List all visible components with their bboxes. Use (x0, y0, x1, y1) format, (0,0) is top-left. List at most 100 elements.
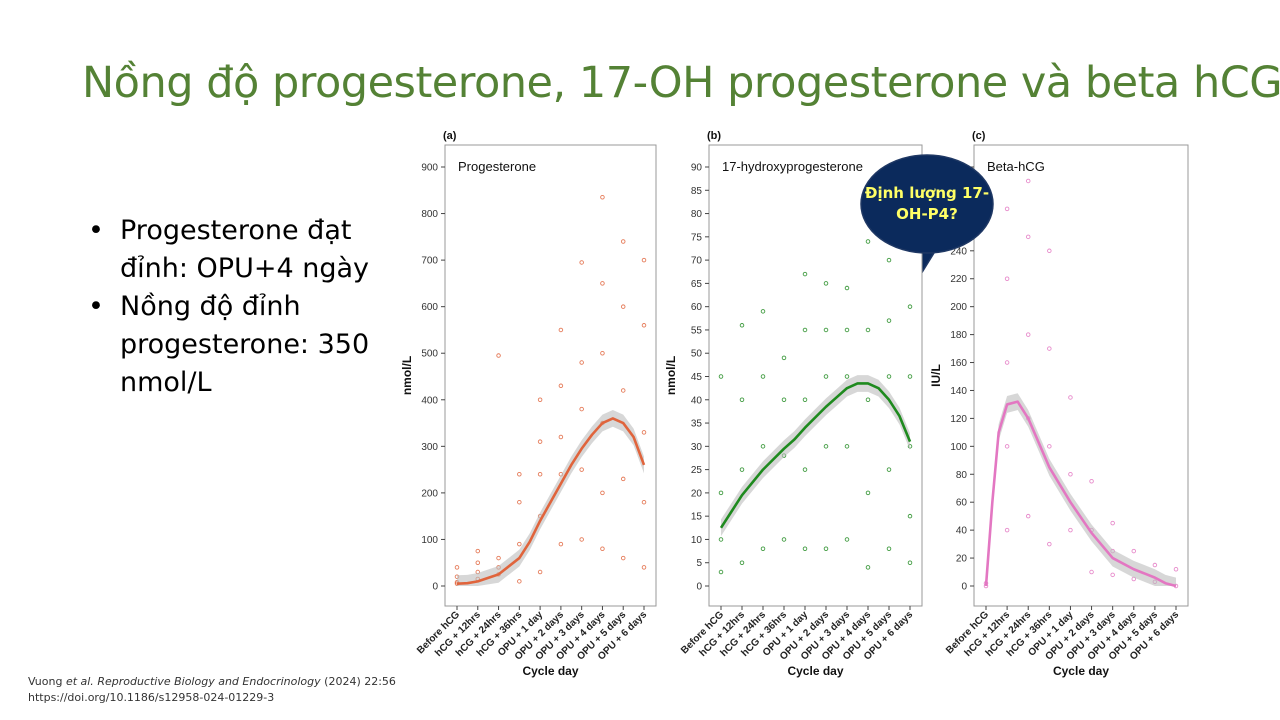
data-point (781, 537, 787, 542)
data-point (781, 355, 787, 361)
data-point (600, 546, 605, 552)
data-point (823, 281, 829, 286)
data-point (907, 560, 913, 565)
data-point (641, 565, 647, 570)
data-point (496, 555, 501, 561)
data-point (886, 467, 892, 472)
y-tick-label: 500 (421, 349, 438, 360)
data-point (718, 490, 724, 496)
data-point (760, 309, 766, 314)
y-tick-label: 30 (691, 442, 703, 453)
confidence-band (457, 410, 644, 586)
chart-panel-3: 0204060801001201401601802002202402602803… (929, 130, 1189, 678)
x-axis-label: Cycle day (522, 664, 578, 678)
data-point (579, 467, 584, 472)
data-point (1068, 472, 1073, 477)
y-tick-label: 80 (956, 470, 968, 481)
data-point (1068, 527, 1073, 533)
data-point (1025, 178, 1031, 184)
data-point (537, 397, 543, 403)
data-point (600, 281, 605, 286)
data-point (907, 304, 913, 309)
data-point (620, 304, 626, 309)
data-point (620, 388, 626, 393)
data-point (844, 444, 850, 449)
citation-journal: Reproductive Biology and Endocrinology (97, 675, 321, 688)
data-point (1152, 562, 1158, 568)
citation-etal: et al. (65, 675, 94, 688)
plot-frame (444, 144, 657, 607)
x-axis-label: Cycle day (1053, 664, 1109, 678)
data-point (620, 476, 626, 482)
y-tick-label: 140 (950, 386, 967, 397)
data-point (1004, 360, 1010, 365)
bullet-text: Progesterone đạt đỉnh: OPU+4 ngày (120, 215, 369, 284)
data-point (823, 327, 829, 333)
citation-authors: Vuong (28, 675, 63, 688)
data-point (907, 513, 913, 519)
y-tick-label: 200 (421, 488, 438, 499)
data-point (558, 327, 564, 333)
data-point (1173, 566, 1179, 572)
data-point (517, 499, 522, 505)
data-point (1047, 541, 1052, 547)
data-point (1025, 234, 1031, 240)
bullet-text: Nồng độ đỉnh progesterone: 350 nmol/L (120, 291, 370, 398)
y-tick-label: 15 (691, 512, 703, 523)
data-point (579, 360, 584, 365)
data-point (865, 327, 871, 333)
y-tick-label: 100 (421, 535, 438, 546)
data-point (760, 444, 766, 449)
data-point (517, 541, 522, 547)
data-point (823, 374, 829, 379)
y-tick-label: 50 (691, 349, 703, 360)
panel-label: (c) (972, 130, 986, 142)
data-point (537, 472, 543, 477)
data-point (781, 397, 787, 403)
callout-text: Định lượng 17-OH-P4? (864, 184, 990, 223)
data-point (1089, 569, 1094, 575)
data-point (600, 195, 605, 200)
y-tick-label: 120 (950, 414, 967, 425)
y-tick-label: 55 (691, 325, 703, 336)
data-point (517, 579, 522, 584)
data-point (886, 318, 892, 323)
y-tick-label: 35 (691, 419, 703, 430)
plot-frame (973, 144, 1189, 607)
data-point (802, 327, 808, 333)
data-point (1089, 479, 1094, 484)
data-point (496, 353, 501, 358)
y-axis-label: IU/L (929, 364, 943, 387)
panel-label: (a) (443, 130, 457, 142)
data-point (1047, 248, 1052, 254)
trend-line (456, 417, 646, 585)
chart-title: Progesterone (458, 159, 536, 174)
data-point (579, 260, 584, 265)
data-point (802, 467, 808, 472)
data-point (760, 546, 766, 552)
data-point (620, 555, 626, 561)
data-point (641, 257, 647, 263)
data-point (718, 569, 724, 575)
data-point (886, 374, 892, 379)
chart-title: 17-hydroxyprogesterone (722, 159, 863, 174)
y-tick-label: 45 (691, 372, 703, 383)
data-point (739, 323, 745, 328)
data-point (641, 323, 647, 328)
data-point (718, 537, 724, 542)
data-point (802, 546, 808, 552)
y-tick-label: 90 (691, 163, 703, 174)
data-point (802, 271, 808, 277)
y-tick-label: 20 (691, 488, 703, 499)
data-point (1004, 444, 1010, 449)
data-point (823, 546, 829, 552)
bullet-dot-icon: • (88, 291, 104, 322)
y-tick-label: 100 (950, 442, 967, 453)
y-tick-label: 65 (691, 279, 703, 290)
data-point (823, 444, 829, 449)
y-tick-label: 240 (950, 246, 967, 257)
data-point (600, 350, 605, 356)
y-tick-label: 20 (956, 554, 968, 565)
y-tick-label: 85 (691, 186, 703, 197)
y-tick-label: 900 (421, 163, 438, 174)
